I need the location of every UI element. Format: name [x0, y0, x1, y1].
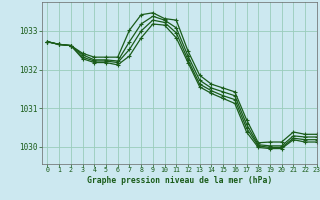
X-axis label: Graphe pression niveau de la mer (hPa): Graphe pression niveau de la mer (hPa) [87, 176, 272, 185]
